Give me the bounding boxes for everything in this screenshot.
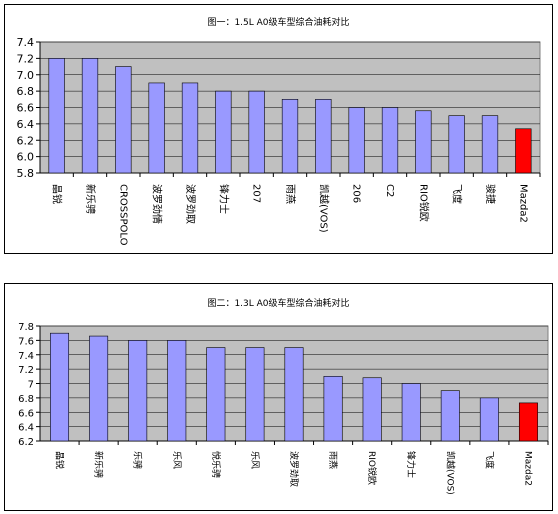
bar <box>479 397 499 442</box>
bar <box>481 115 499 174</box>
bar <box>215 90 232 174</box>
x-tick-label: C2 <box>384 184 395 197</box>
bar <box>148 82 165 174</box>
y-tick-label: 5.8 <box>17 167 35 180</box>
y-tick-label: 7 <box>28 380 34 391</box>
bar <box>81 58 99 174</box>
bar-chart-1: 5.8 6.0 6.2 6.4 6.6 6.8 7.0 7.2 7.4 晶锐 新乐骋 CROSSPOL… <box>17 36 541 246</box>
y-tick-label: 7.4 <box>17 36 35 49</box>
x-tick-label: 晶锐 <box>54 451 66 469</box>
bar <box>518 402 538 442</box>
bar <box>245 347 265 442</box>
y-tick-label: 6.2 <box>18 437 34 448</box>
bar <box>248 90 265 174</box>
y-tick-label: 7.2 <box>18 365 34 376</box>
x-tick-label: Mazda2 <box>522 451 532 486</box>
x-tick-label: 雨燕 <box>327 451 339 469</box>
bar <box>167 340 187 442</box>
bar <box>515 128 532 174</box>
x-tick-label: Mazda2 <box>517 184 528 223</box>
x-tick-label: 凯越(VOS) <box>317 184 330 233</box>
x-tick-label: 骏捷 <box>484 184 497 204</box>
x-tick-label: RIO锐欧 <box>366 451 378 485</box>
x-tick-label: 雨燕 <box>284 184 296 204</box>
chart-title-2: 图二：1.3L A0级车型综合油耗对比 <box>207 299 350 309</box>
x-tick-label: 晶锐 <box>51 184 64 204</box>
x-tick-label: 凯越(VOS) <box>444 451 456 495</box>
y-tick-label: 6.4 <box>17 118 35 131</box>
y-tick-label: 7.6 <box>18 336 34 347</box>
chart-panel-1: 图一：1.5L A0级车型综合油耗对比 5.8 6.0 6.2 6.4 6.6 6.8 7.… <box>4 4 553 254</box>
x-tick-label: 波罗劲情 <box>151 184 164 224</box>
x-tick-label: 207 <box>251 184 262 203</box>
y-tick-label: 7.2 <box>17 52 35 65</box>
x-tick-label: 飞度 <box>451 184 464 204</box>
x-tick-label: 飞度 <box>483 451 495 469</box>
y-tick-label: 7.4 <box>18 351 34 362</box>
x-tick-label: 乐骋 <box>132 451 144 469</box>
x-tick-label: 锋力士 <box>217 184 230 214</box>
bar <box>440 390 460 442</box>
bar <box>281 99 299 174</box>
bar <box>50 332 70 442</box>
x-tick-label: 悦乐骋 <box>210 451 222 478</box>
y-tick-label: 6.8 <box>17 85 35 98</box>
bar <box>48 58 65 174</box>
bar <box>415 110 432 174</box>
x-tick-label: 206 <box>351 184 362 203</box>
x-tick-label: 波罗劲取 <box>288 451 300 487</box>
x-tick-label: 乐风 <box>249 451 261 469</box>
bar <box>323 376 343 442</box>
y-tick-label: 6.0 <box>17 151 35 164</box>
bar-chart-2: 6.2 6.4 6.6 6.8 7 7.2 7.4 7.6 7.8 晶锐 新乐骋 乐骋 乐风 悦乐骋 乐风 波… <box>18 322 549 495</box>
y-tick-label: 6.4 <box>18 423 34 434</box>
y-tick-label: 7.0 <box>17 69 35 82</box>
y-tick-label: 6.6 <box>18 408 34 419</box>
bar <box>315 99 332 174</box>
bar <box>348 107 365 174</box>
y-tick-label: 6.8 <box>18 394 34 405</box>
bar <box>89 335 109 442</box>
bar <box>128 340 148 442</box>
bar <box>448 115 465 174</box>
y-tick-label: 7.8 <box>18 322 34 333</box>
y-tick-label: 6.6 <box>17 102 35 115</box>
x-tick-label: 新乐骋 <box>84 184 97 214</box>
bar <box>362 377 382 442</box>
x-tick-label: 波罗劲取 <box>184 184 197 224</box>
chart-title-1: 图一：1.5L A0级车型综合油耗对比 <box>207 18 350 28</box>
x-tick-label: 乐风 <box>171 451 183 469</box>
bar <box>115 66 132 174</box>
x-tick-label: RIO锐欧 <box>417 184 430 222</box>
bar <box>284 347 304 442</box>
x-tick-label: 新乐骋 <box>93 451 105 478</box>
bar <box>381 107 399 174</box>
bar <box>181 82 199 174</box>
chart-panel-2: 图二：1.3L A0级车型综合油耗对比 6.2 6.4 6.6 6.8 7 7.2 7.4 7… <box>4 283 553 511</box>
x-tick-label: CROSSPOLO <box>117 184 128 246</box>
y-tick-label: 6.2 <box>17 134 35 147</box>
bar <box>401 383 421 442</box>
bar <box>206 347 226 442</box>
x-tick-label: 锋力士 <box>405 451 417 478</box>
